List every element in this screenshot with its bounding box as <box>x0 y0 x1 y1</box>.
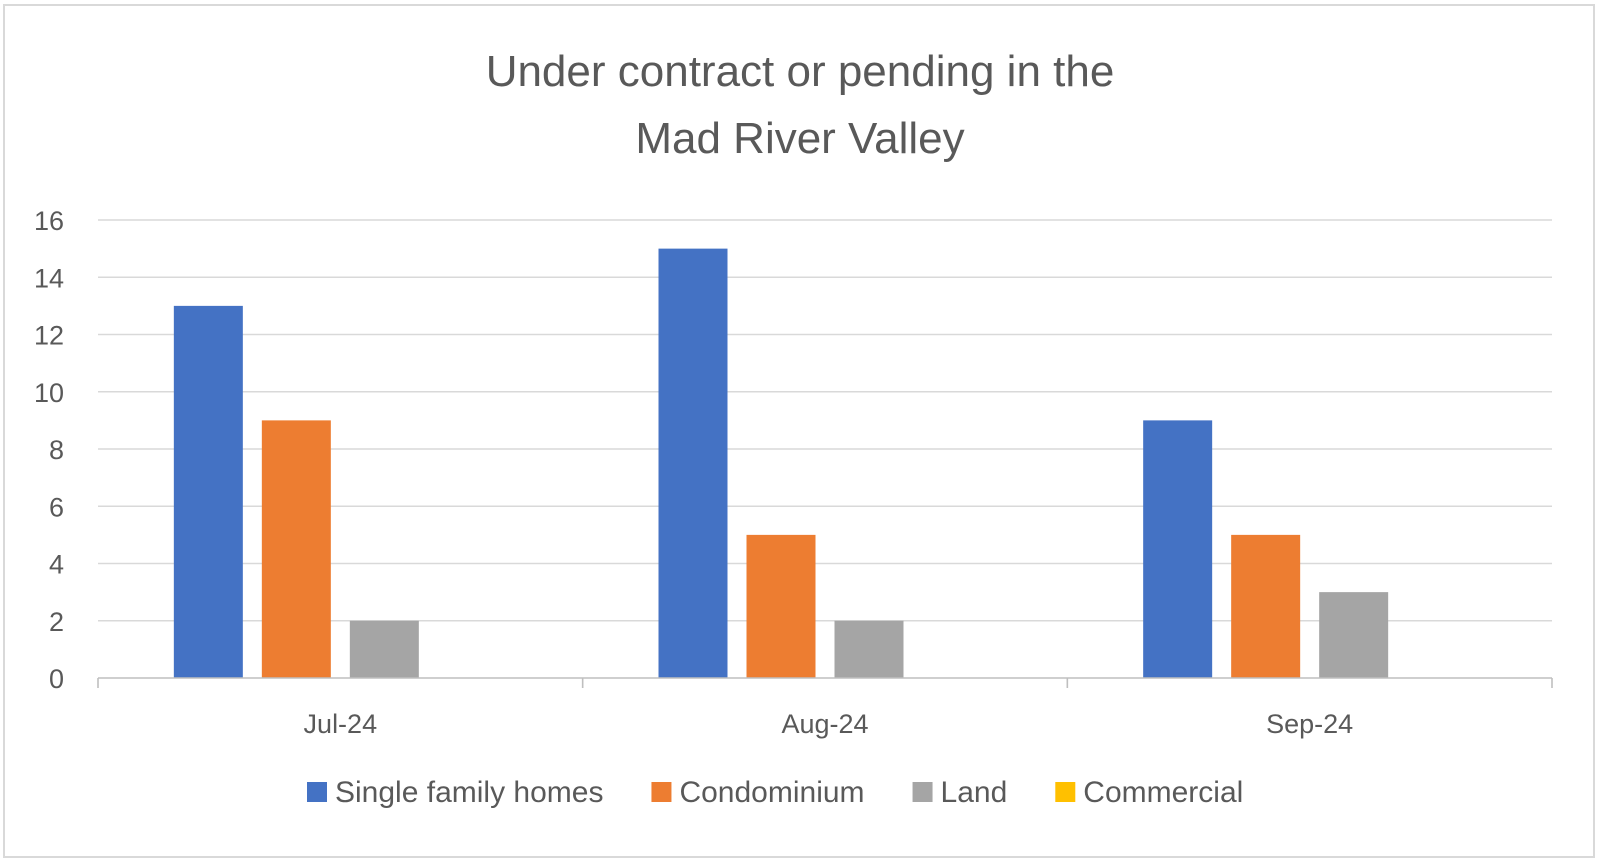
y-tick-label: 2 <box>49 607 64 637</box>
x-category-label: Aug-24 <box>781 709 868 739</box>
y-tick-label: 4 <box>49 550 64 580</box>
bars <box>173 248 1389 678</box>
bar-single-family-homes <box>173 305 243 678</box>
legend: Single family homes Condominium Land Commer… <box>307 776 1243 809</box>
bar-single-family-homes <box>1143 420 1213 678</box>
bar-land <box>834 620 904 678</box>
bar-single-family-homes <box>658 248 728 678</box>
y-tick-label: 0 <box>49 664 64 694</box>
bar-condominium <box>261 420 331 678</box>
legend-swatch <box>651 782 672 802</box>
legend-label: Condominium <box>679 776 864 809</box>
y-axis-ticks: 0 2 4 6 8 10 12 14 16 <box>34 206 64 694</box>
legend-item: Condominium <box>651 776 865 809</box>
bar-land <box>1319 592 1389 678</box>
bar-condominium <box>1231 534 1301 678</box>
chart-title-line-1: Under contract or pending in the <box>486 47 1115 96</box>
legend-label: Single family homes <box>335 776 603 809</box>
y-tick-label: 12 <box>34 321 64 351</box>
y-tick-label: 14 <box>34 263 64 293</box>
legend-item: Commercial <box>1055 776 1243 809</box>
bar-condominium <box>746 534 816 678</box>
legend-item: Single family homes <box>307 776 603 809</box>
chart-title-line-2: Mad River Valley <box>635 114 964 163</box>
legend-label: Land <box>941 776 1008 809</box>
legend-swatch <box>1055 782 1076 802</box>
y-tick-label: 6 <box>49 492 64 522</box>
y-tick-label: 16 <box>34 206 64 236</box>
x-axis: Jul-24 Aug-24 Sep-24 <box>97 677 1553 739</box>
legend-swatch <box>307 782 327 802</box>
chart-title: Under contract or pending in the Mad Riv… <box>486 47 1115 163</box>
gridlines <box>98 219 1552 622</box>
legend-swatch <box>912 782 933 802</box>
y-tick-label: 8 <box>49 435 64 465</box>
x-category-label: Jul-24 <box>304 709 378 739</box>
x-category-label: Sep-24 <box>1266 709 1353 739</box>
bar-land <box>349 620 419 678</box>
y-tick-label: 10 <box>34 378 64 408</box>
legend-label: Commercial <box>1083 776 1243 809</box>
legend-item: Land <box>912 776 1008 809</box>
